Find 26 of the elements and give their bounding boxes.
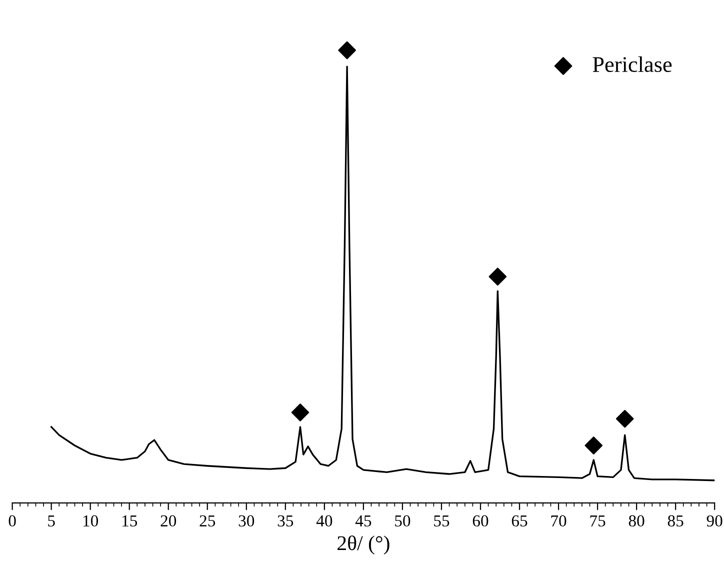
x-tick-label: 30: [238, 515, 254, 527]
x-tick-label: 85: [668, 515, 684, 527]
point: [616, 410, 634, 428]
x-tick-label: 45: [355, 515, 372, 527]
legend-label: Periclase: [592, 56, 672, 72]
x-tick-label: 70: [551, 515, 566, 527]
point: [291, 404, 310, 422]
point: [488, 268, 507, 286]
x-tick-label: 20: [160, 515, 176, 527]
x-tick-label: 75: [590, 515, 606, 527]
x-tick-label: 35: [278, 515, 294, 527]
point: [338, 41, 356, 60]
x-tick-label: 40: [316, 515, 332, 527]
x-tick-label: 50: [395, 515, 410, 527]
x-tick-label: 90: [706, 515, 722, 527]
point: [584, 436, 603, 454]
x-tick-label: 25: [200, 515, 216, 527]
x-tick-label: 55: [434, 515, 450, 527]
x-tick-label: 10: [83, 515, 98, 527]
x-axis-title: 2θ/ (°): [338, 535, 390, 554]
x-tick-label: 80: [628, 515, 644, 527]
x-tick-label: 0: [8, 515, 16, 527]
x-tick-label: 65: [512, 515, 528, 527]
x-tick-label: 5: [48, 515, 55, 527]
x-tick-label: 15: [122, 515, 138, 527]
x-tick-label: 60: [472, 515, 488, 527]
